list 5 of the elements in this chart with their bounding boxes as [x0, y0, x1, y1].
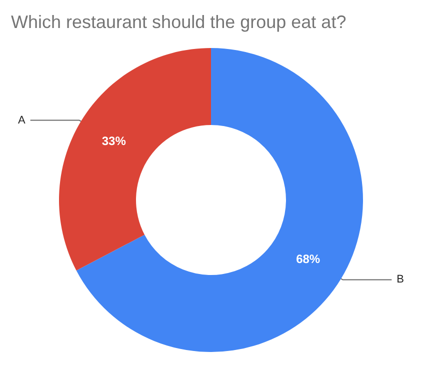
- data-label: 68%: [296, 252, 320, 266]
- chart-title: Which restaurant should the group eat at?: [11, 12, 346, 32]
- slice-label: A: [18, 114, 26, 126]
- slice-label: B: [396, 274, 404, 286]
- data-label: 33%: [102, 134, 126, 148]
